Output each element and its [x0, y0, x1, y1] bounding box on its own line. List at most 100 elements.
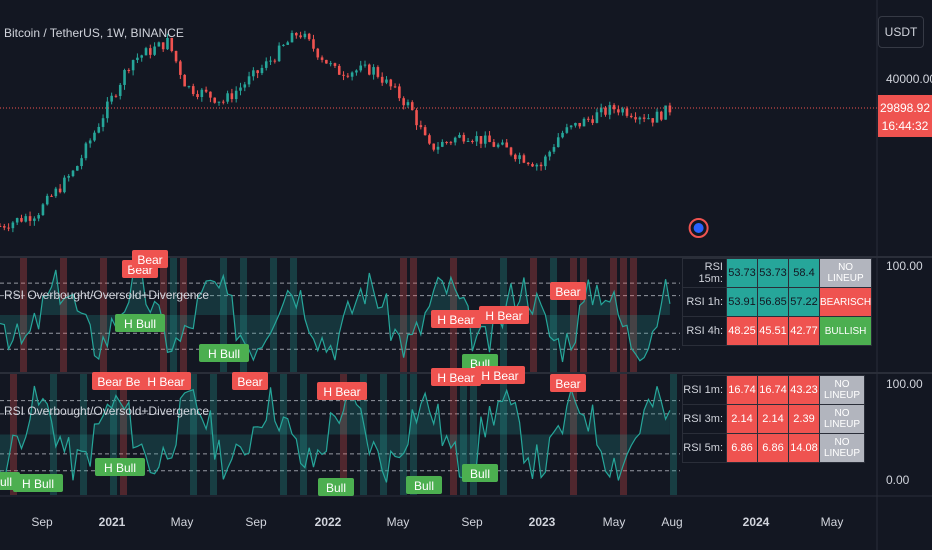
candle-body: [389, 79, 393, 87]
table-row: RSI 4h: 48.25 45.51 42.77 BULLISH: [682, 316, 873, 346]
rsi-value: 6.86: [757, 433, 789, 463]
candle-body: [475, 136, 478, 142]
candle-body: [363, 64, 367, 66]
candle-body: [41, 204, 45, 216]
candle-body: [260, 67, 264, 74]
candle-body: [88, 140, 92, 144]
signal-label-text: H Bull: [124, 317, 156, 331]
signal-label: [475, 366, 525, 384]
candle-body: [445, 141, 448, 143]
candle-body: [196, 94, 199, 98]
candle-body: [621, 108, 624, 113]
rsi-value: 43.23: [788, 375, 820, 405]
signal-label-text: H Bear: [437, 313, 474, 327]
rsi-background-band: [550, 258, 557, 372]
status-badge: NO LINEUP: [819, 404, 865, 434]
candle-body: [269, 60, 272, 62]
signal-label: [550, 282, 586, 300]
signal-label: [317, 382, 367, 400]
signal-label: [406, 476, 442, 494]
signal-label: [318, 478, 354, 496]
candle-body: [33, 218, 36, 221]
status-badge: NO LINEUP: [818, 258, 873, 288]
candle-body: [660, 111, 663, 120]
signal-label: [550, 374, 586, 392]
candle-body: [37, 215, 40, 219]
candle-body: [587, 118, 590, 120]
candle-body: [183, 74, 186, 87]
rsi-pane-2-title: RSI Overbought/Oversold+Divergence: [4, 404, 210, 418]
candle-body: [239, 87, 242, 91]
candle-body: [410, 102, 414, 111]
candle-body: [398, 86, 401, 99]
rsi-value: 45.51: [757, 316, 789, 346]
rsi-value: 42.77: [788, 316, 820, 346]
candle-body: [11, 222, 15, 229]
candle-body: [668, 105, 672, 113]
candle-body: [80, 158, 83, 167]
candle-body: [372, 67, 375, 75]
status-badge: BULLISH: [818, 316, 873, 346]
candle-body: [380, 76, 384, 83]
rsi-background-band: [400, 374, 407, 495]
candle-body: [462, 134, 466, 142]
status-badge: BEARISCH: [818, 287, 873, 317]
signal-label: [479, 306, 529, 324]
candle-body: [629, 115, 633, 118]
rsi-background-band: [220, 258, 227, 372]
candle-body: [539, 164, 543, 167]
candle-body: [428, 135, 431, 144]
rsi-pane-1: [0, 258, 680, 372]
rsi-background-band: [180, 258, 187, 372]
candle-body: [329, 63, 332, 65]
rsi-background-band: [450, 374, 457, 495]
rsi-value: 58.4: [788, 258, 820, 288]
rsi-background-band: [60, 258, 67, 372]
time-axis-label: Sep: [245, 515, 267, 529]
candle-body: [449, 142, 453, 144]
candle-body: [432, 143, 436, 150]
candle-body: [277, 45, 281, 62]
rsi-label: RSI 4h:: [682, 316, 727, 346]
time-axis-label: 2023: [529, 515, 556, 529]
candle-body: [561, 132, 564, 138]
rsi-pane-1-title: RSI Overbought/Oversold+Divergence: [4, 288, 210, 302]
price-scale-label: 40000.00: [886, 72, 932, 86]
candle-body: [131, 60, 135, 71]
time-axis-label: 2024: [743, 515, 770, 529]
rsi-background-band: [500, 374, 507, 495]
candle-body: [582, 118, 586, 127]
signal-label: [132, 250, 168, 268]
event-marker-icon: [688, 218, 709, 238]
time-axis-label: 2021: [99, 515, 126, 529]
rsi-background-band: [210, 374, 217, 495]
rsi-background-band: [100, 258, 107, 372]
signal-label-text: Bull: [470, 467, 490, 481]
rsi-value: 48.25: [726, 316, 758, 346]
signal-label-text: H Bear: [481, 369, 518, 383]
candle-body: [312, 39, 315, 49]
candle-body: [471, 141, 474, 143]
candle-body: [144, 48, 148, 56]
rsi-line: [0, 385, 671, 484]
candle-body: [15, 218, 19, 223]
candle-body: [295, 32, 298, 36]
currency-button[interactable]: USDT: [878, 16, 924, 48]
candle-body: [578, 122, 582, 127]
candle-body: [50, 195, 53, 197]
candle-body: [548, 151, 551, 157]
candle-body: [71, 170, 75, 177]
candle-body: [24, 216, 28, 222]
candle-body: [368, 64, 371, 75]
candle-body: [191, 86, 195, 95]
candle-body: [522, 155, 526, 163]
candle-body: [441, 141, 444, 147]
rsi-1-scale-top: 100.00: [886, 259, 923, 273]
signal-label-text: H Bear: [485, 309, 522, 323]
signal-label: [232, 372, 268, 390]
candle-body: [419, 125, 423, 128]
signal-label: [199, 344, 249, 362]
candle-body: [213, 97, 217, 103]
